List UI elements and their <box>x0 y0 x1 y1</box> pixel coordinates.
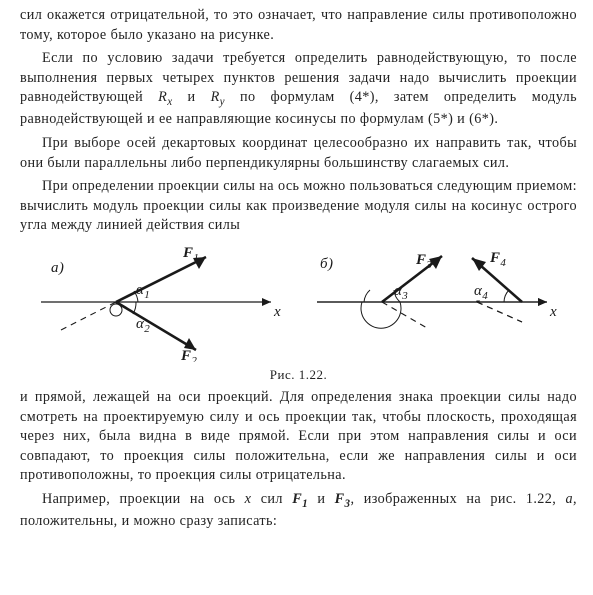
p2-text-b: и <box>173 89 211 105</box>
F1-var: F <box>292 491 302 507</box>
p6-text-d: , изображенных на рис. 1.22, <box>350 491 565 507</box>
fig-a-tag: а) <box>51 260 64 276</box>
symbol-Ry: Ry <box>211 89 225 105</box>
paragraph-2: Если по условию задачи требуется определ… <box>20 49 577 130</box>
symbol-a: а <box>566 491 574 507</box>
fig-a-F1: F <box>182 245 193 261</box>
fig-b-F4: F <box>489 250 500 266</box>
fig-b-tag: б) <box>320 256 333 272</box>
symbol-Rx: Rx <box>158 89 172 105</box>
paragraph-1: сил окажется отрицательной, то это означ… <box>20 6 577 45</box>
svg-text:α3: α3 <box>394 283 408 302</box>
p6-text-c: и <box>308 491 335 507</box>
paragraph-4: При определении проекции силы на ось мож… <box>20 177 577 236</box>
fig-b-F3: F <box>415 252 426 268</box>
paragraph-6: Например, проекции на ось x сил F1 и F3,… <box>20 490 577 532</box>
fig-a-F2-sub: 2 <box>191 355 197 362</box>
figure-caption: Рис. 1.22. <box>20 366 577 384</box>
fig-a-axis-label: x <box>273 304 281 320</box>
fig-b-alpha3-sub: 3 <box>401 290 408 302</box>
Ry-var: R <box>211 89 220 105</box>
p6-text-a: Например, проекции на ось <box>42 491 245 507</box>
symbol-F1: F1 <box>292 491 308 507</box>
fig-b-alpha4-sub: 4 <box>482 290 488 302</box>
diagram-b: б) x F3 F4 α3 α4 <box>312 242 562 362</box>
page: сил окажется отрицательной, то это означ… <box>0 0 593 595</box>
fig-a-F2: F <box>180 348 191 362</box>
p6-text-b: сил <box>251 491 292 507</box>
diagram-a: а) x F1 F2 α1 α2 <box>36 242 286 362</box>
figure-1-22: а) x F1 F2 α1 α2 <box>20 242 577 384</box>
symbol-F3: F3 <box>335 491 351 507</box>
fig-b-axis-label: x <box>549 304 557 320</box>
Rx-var: R <box>158 89 167 105</box>
fig-a-alpha2-sub: 2 <box>144 323 150 335</box>
paragraph-3: При выборе осей декартовых координат цел… <box>20 134 577 173</box>
fig-a-alpha1-sub: 1 <box>144 289 150 301</box>
svg-text:F1: F1 <box>182 245 199 264</box>
figure-row: а) x F1 F2 α1 α2 <box>20 242 577 362</box>
fig-b-F3-sub: 3 <box>425 259 432 271</box>
F3-var: F <box>335 491 345 507</box>
svg-text:α2: α2 <box>136 316 150 335</box>
svg-text:F3: F3 <box>415 252 432 271</box>
fig-b-F4-sub: 4 <box>500 257 506 269</box>
paragraph-5: и прямой, лежащей на оси проекций. Для о… <box>20 388 577 486</box>
fig-a-F1-sub: 1 <box>193 252 199 264</box>
